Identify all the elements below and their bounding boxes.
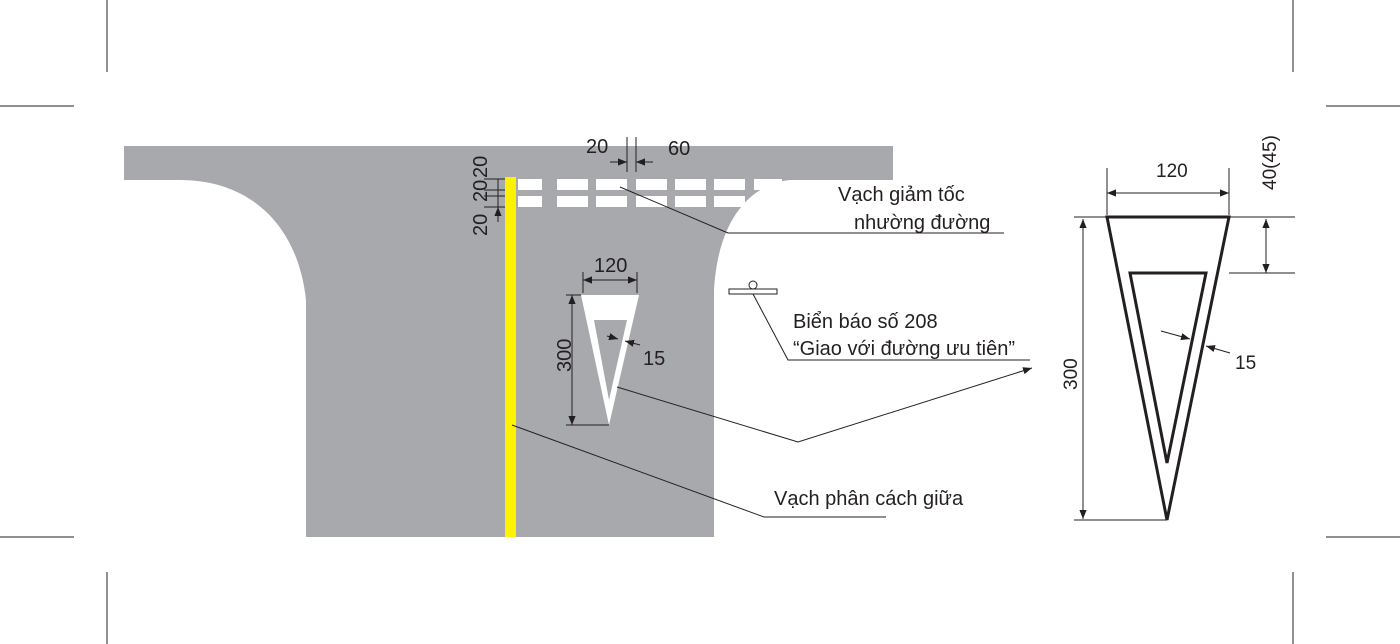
line-width-dimension <box>484 178 505 222</box>
centerline-label: Vạch phân cách giữa <box>774 488 964 510</box>
giveway-leader-line <box>619 186 1004 234</box>
sign-208-symbol <box>728 280 778 295</box>
detail-width-label: 120 <box>1156 161 1188 182</box>
triangle-height-label: 300 <box>554 339 576 372</box>
sign-leader-line <box>752 293 1030 361</box>
dash-length-label: 60 <box>668 138 690 160</box>
triangle-marking <box>581 295 639 425</box>
giveway-title-line2: nhường đường <box>854 212 990 234</box>
centerline-leader-line <box>511 424 886 518</box>
center-separation-line <box>505 177 516 537</box>
detail-leader-line <box>616 367 1033 443</box>
detail-triangle <box>1105 215 1231 521</box>
triangle-border-label: 15 <box>643 348 665 370</box>
sign-label-line2: “Giao với đường ưu tiên” <box>793 338 1015 360</box>
detail-height-label: 300 <box>1061 358 1082 390</box>
detail-border-label: 15 <box>1235 353 1256 374</box>
detail-offset-label: 40(45) <box>1260 135 1281 190</box>
line-width-bottom-label: 20 <box>470 214 492 236</box>
sign-label-line1: Biển báo số 208 <box>793 311 938 333</box>
dash-dimension <box>610 137 653 172</box>
detail-dimensions <box>1074 168 1295 521</box>
line-width-top-label: 20 <box>470 156 492 178</box>
triangle-width-label: 120 <box>594 255 627 277</box>
giveway-dashed-lines <box>518 179 782 207</box>
line-gap-mid-label: 20 <box>470 180 492 202</box>
dash-gap-label: 20 <box>586 136 608 158</box>
triangle-dimensions <box>566 272 641 426</box>
giveway-title-line1: Vạch giảm tốc <box>838 184 965 206</box>
